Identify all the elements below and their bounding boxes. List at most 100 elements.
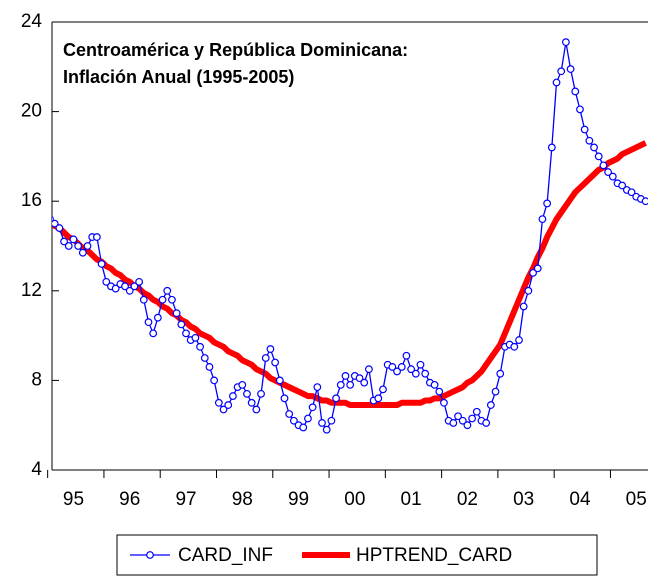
data-point xyxy=(210,376,219,385)
data-point xyxy=(318,419,326,427)
data-point xyxy=(196,342,204,351)
data-point xyxy=(585,136,594,145)
data-point xyxy=(416,360,425,369)
data-point xyxy=(374,394,383,403)
data-point xyxy=(538,215,547,224)
x-tick-label: 99 xyxy=(288,489,309,510)
data-point xyxy=(421,369,430,378)
data-point xyxy=(627,188,636,197)
data-point xyxy=(562,38,570,47)
data-point xyxy=(322,425,331,434)
x-tick-label: 02 xyxy=(457,489,478,510)
data-point xyxy=(271,358,280,367)
chart-subtitle: Inflación Anual (1995-2005) xyxy=(63,67,294,87)
data-point xyxy=(547,143,556,152)
legend-label: CARD_INF xyxy=(178,545,273,566)
x-tick-label: 05 xyxy=(626,489,647,510)
data-point xyxy=(74,242,83,250)
data-point xyxy=(468,414,477,423)
legend-marker xyxy=(146,551,154,559)
legend: CARD_INF HPTREND_CARD xyxy=(130,545,512,566)
data-point xyxy=(519,302,528,311)
data-point xyxy=(177,320,186,329)
data-point xyxy=(238,380,247,389)
data-point xyxy=(604,168,613,176)
data-point xyxy=(144,318,153,327)
data-point xyxy=(139,295,148,304)
data-point xyxy=(229,392,237,400)
data-point xyxy=(69,235,78,244)
y-tick-label: 4 xyxy=(31,459,42,480)
data-point xyxy=(200,354,209,362)
data-point xyxy=(163,286,172,295)
data-point xyxy=(299,423,308,432)
data-point xyxy=(313,383,322,392)
data-point xyxy=(482,419,491,427)
data-point xyxy=(393,367,401,376)
data-point xyxy=(336,380,345,389)
y-tick-label: 12 xyxy=(21,280,42,301)
data-point xyxy=(102,277,111,286)
chart-title: Centroamérica y República Dominicana: xyxy=(63,40,408,60)
data-point xyxy=(552,78,561,87)
data-point xyxy=(158,295,167,304)
data-point xyxy=(486,401,495,409)
data-point xyxy=(365,365,373,374)
data-point xyxy=(557,67,566,76)
data-point xyxy=(594,152,603,161)
data-point xyxy=(388,363,397,371)
legend-label: HPTREND_CARD xyxy=(356,545,512,566)
data-point xyxy=(458,416,467,425)
x-tick-label: 00 xyxy=(344,489,365,510)
series-line xyxy=(52,41,646,431)
x-tick-label: 98 xyxy=(232,489,253,510)
data-point xyxy=(472,407,481,416)
data-point xyxy=(641,197,648,206)
x-tick-label: 01 xyxy=(401,489,422,510)
data-point xyxy=(355,374,364,383)
y-tick-label: 20 xyxy=(21,101,42,122)
data-point xyxy=(599,161,608,170)
x-tick-label: 04 xyxy=(569,489,591,510)
data-point xyxy=(219,405,228,414)
data-point xyxy=(289,416,298,425)
data-point xyxy=(449,419,458,427)
data-point xyxy=(243,389,251,398)
data-point xyxy=(463,421,472,430)
data-point xyxy=(332,394,340,403)
data-point xyxy=(285,410,294,418)
data-point xyxy=(121,282,129,291)
data-point xyxy=(510,342,519,351)
data-point xyxy=(275,376,284,385)
data-point xyxy=(533,264,542,273)
plot-area xyxy=(52,38,648,434)
data-point xyxy=(379,385,387,394)
legend-box xyxy=(116,534,598,576)
data-point xyxy=(266,345,275,353)
data-point xyxy=(529,268,537,277)
data-point xyxy=(92,233,101,241)
data-point xyxy=(224,401,233,409)
data-point xyxy=(440,398,448,407)
data-point xyxy=(402,351,411,360)
data-point xyxy=(346,380,355,389)
x-tick-label: 97 xyxy=(175,489,196,510)
data-point xyxy=(111,284,120,293)
data-point xyxy=(491,387,500,396)
data-point xyxy=(397,363,406,371)
data-point xyxy=(430,380,439,389)
data-point xyxy=(205,363,214,371)
data-point xyxy=(327,416,336,425)
data-point xyxy=(60,237,68,246)
data-point xyxy=(435,387,444,396)
data-point xyxy=(608,172,617,181)
data-point xyxy=(454,412,462,421)
data-point xyxy=(52,219,59,228)
series-line xyxy=(52,140,647,409)
data-point xyxy=(130,282,139,291)
data-point xyxy=(135,277,144,286)
data-point xyxy=(407,365,416,374)
data-point xyxy=(580,125,589,134)
x-tick-label: 95 xyxy=(63,489,84,510)
